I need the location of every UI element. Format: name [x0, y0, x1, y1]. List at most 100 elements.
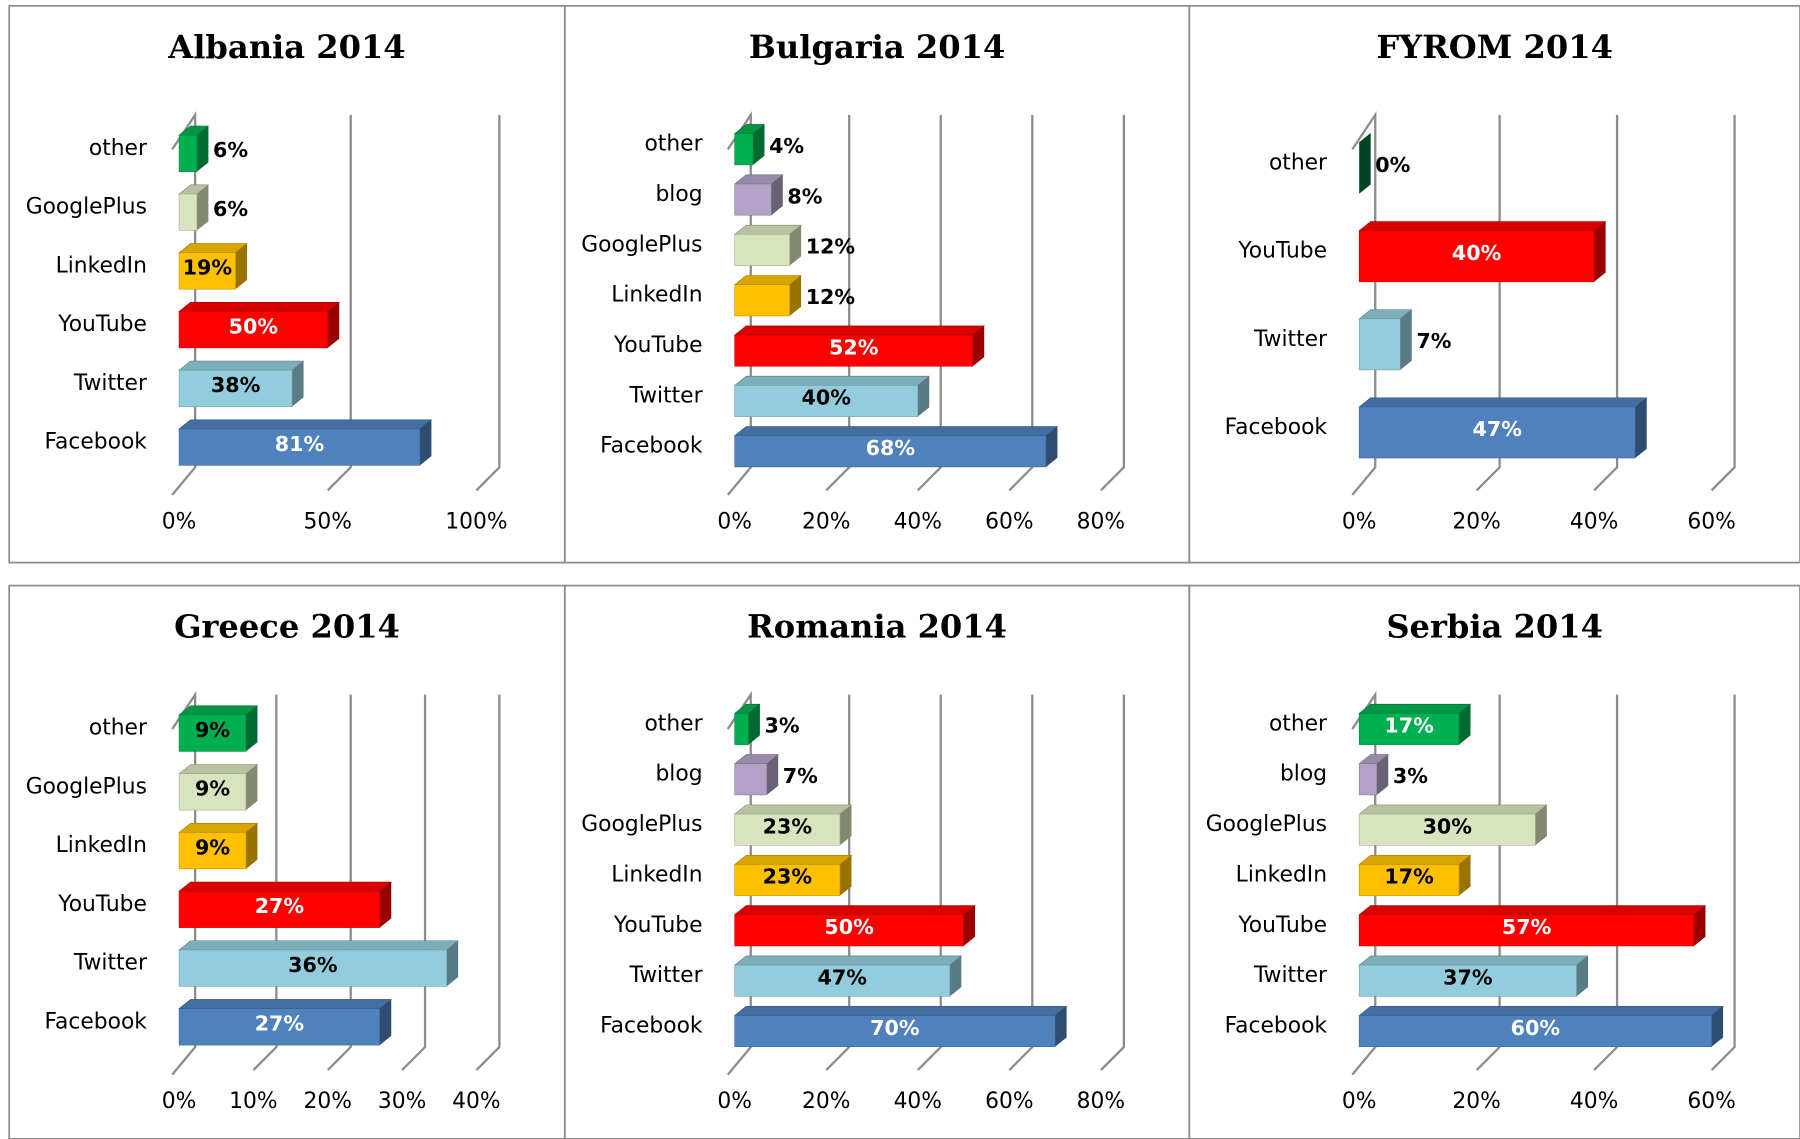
bar: [734, 713, 749, 745]
value-label: 12%: [806, 285, 856, 309]
value-label: 52%: [829, 335, 879, 359]
bar-side: [1635, 397, 1647, 459]
grid-line: [1008, 114, 1034, 492]
bar: [178, 428, 421, 466]
grid-line: [252, 694, 278, 1071]
value-label: 37%: [1443, 965, 1493, 989]
bar-side: [379, 881, 392, 928]
bar-top: [733, 275, 802, 285]
bar-side: [753, 124, 765, 165]
category-label: Facebook: [1225, 1013, 1328, 1038]
bar-side: [771, 174, 783, 216]
category-label: Facebook: [600, 1013, 703, 1038]
category-label: other: [1269, 711, 1327, 736]
x-tick-label: 0%: [1342, 1089, 1377, 1114]
bar-side: [789, 275, 802, 316]
bar: [1358, 1015, 1712, 1047]
category-label: blog: [655, 182, 702, 207]
x-tick-label: 0%: [717, 1089, 752, 1114]
bar: [1358, 914, 1695, 947]
value-label: 3%: [1393, 764, 1428, 788]
value-label: 9%: [195, 777, 230, 801]
category-label: GooglePlus: [26, 195, 147, 220]
bar: [734, 133, 754, 166]
bar-top: [733, 375, 931, 386]
value-label: 6%: [213, 138, 248, 162]
bar-side: [1459, 855, 1471, 896]
x-tick-label: 40%: [894, 1089, 942, 1114]
bar-side: [1459, 704, 1471, 745]
value-label: 8%: [787, 184, 822, 208]
bar-top: [178, 705, 259, 716]
bar: [178, 773, 247, 811]
value-label: 47%: [818, 965, 868, 989]
bar: [734, 813, 841, 846]
category-label: GooglePlus: [581, 812, 702, 837]
category-label: GooglePlus: [581, 232, 702, 257]
bar-top: [1358, 221, 1607, 231]
bar-top: [733, 325, 986, 336]
bar-top: [733, 224, 802, 235]
bar: [734, 914, 964, 947]
grid-line: [326, 114, 352, 492]
x-tick-label: 40%: [452, 1089, 500, 1114]
bar: [1358, 964, 1577, 997]
x-tick-label: 20%: [802, 1089, 850, 1114]
bar-top: [1358, 905, 1707, 916]
value-label: 0%: [1375, 153, 1410, 177]
x-tick-label: 0%: [717, 509, 752, 534]
category-label: YouTube: [57, 892, 147, 917]
value-label: 68%: [866, 436, 916, 460]
bar: [734, 435, 1047, 468]
bar: [734, 234, 790, 266]
bar-side: [1594, 221, 1606, 282]
bar-side: [963, 905, 976, 946]
category-label: other: [89, 136, 147, 161]
bar-top: [178, 940, 459, 951]
bar-top: [1358, 955, 1589, 966]
bar-top: [733, 426, 1059, 437]
bar: [1358, 864, 1460, 896]
chart-title: FYROM 2014: [1376, 28, 1613, 66]
category-label: LinkedIn: [1236, 862, 1327, 887]
x-tick-label: 50%: [304, 509, 352, 534]
value-label: 30%: [1423, 814, 1473, 838]
value-label: 60%: [1511, 1016, 1561, 1040]
grid-line: [1100, 114, 1125, 492]
category-label: Facebook: [45, 430, 148, 455]
category-label: LinkedIn: [611, 862, 702, 887]
grid-line: [475, 114, 501, 492]
x-tick-label: 40%: [1570, 1089, 1618, 1114]
grid-line: [1710, 114, 1736, 492]
x-tick-label: 80%: [1077, 1089, 1125, 1114]
value-label: 57%: [1502, 915, 1552, 939]
bar-side: [949, 955, 962, 997]
bar-side: [446, 940, 459, 987]
bar: [178, 1008, 381, 1046]
bar-side: [235, 243, 248, 290]
value-label: 7%: [1416, 329, 1451, 353]
value-label: 19%: [183, 256, 233, 280]
bar-side: [1400, 309, 1412, 370]
chart-title: Greece 2014: [174, 608, 400, 646]
chart-title: Serbia 2014: [1386, 608, 1603, 646]
bar-side: [327, 302, 340, 348]
x-tick-label: 10%: [229, 1089, 277, 1114]
bar-side: [1376, 754, 1389, 795]
bar-top: [178, 419, 433, 430]
x-tick-label: 0%: [162, 1089, 197, 1114]
bar-side: [766, 754, 779, 795]
panel-border: [1188, 4, 1800, 564]
bar-top: [1358, 854, 1472, 865]
bar-top: [178, 301, 341, 312]
value-label: 81%: [275, 432, 325, 456]
bar: [734, 284, 790, 317]
value-label: 9%: [195, 835, 230, 859]
bar-side: [1055, 1006, 1067, 1047]
bar: [734, 334, 974, 367]
bar-side: [1359, 133, 1371, 194]
category-label: Facebook: [45, 1009, 148, 1034]
category-label: Twitter: [628, 383, 702, 408]
